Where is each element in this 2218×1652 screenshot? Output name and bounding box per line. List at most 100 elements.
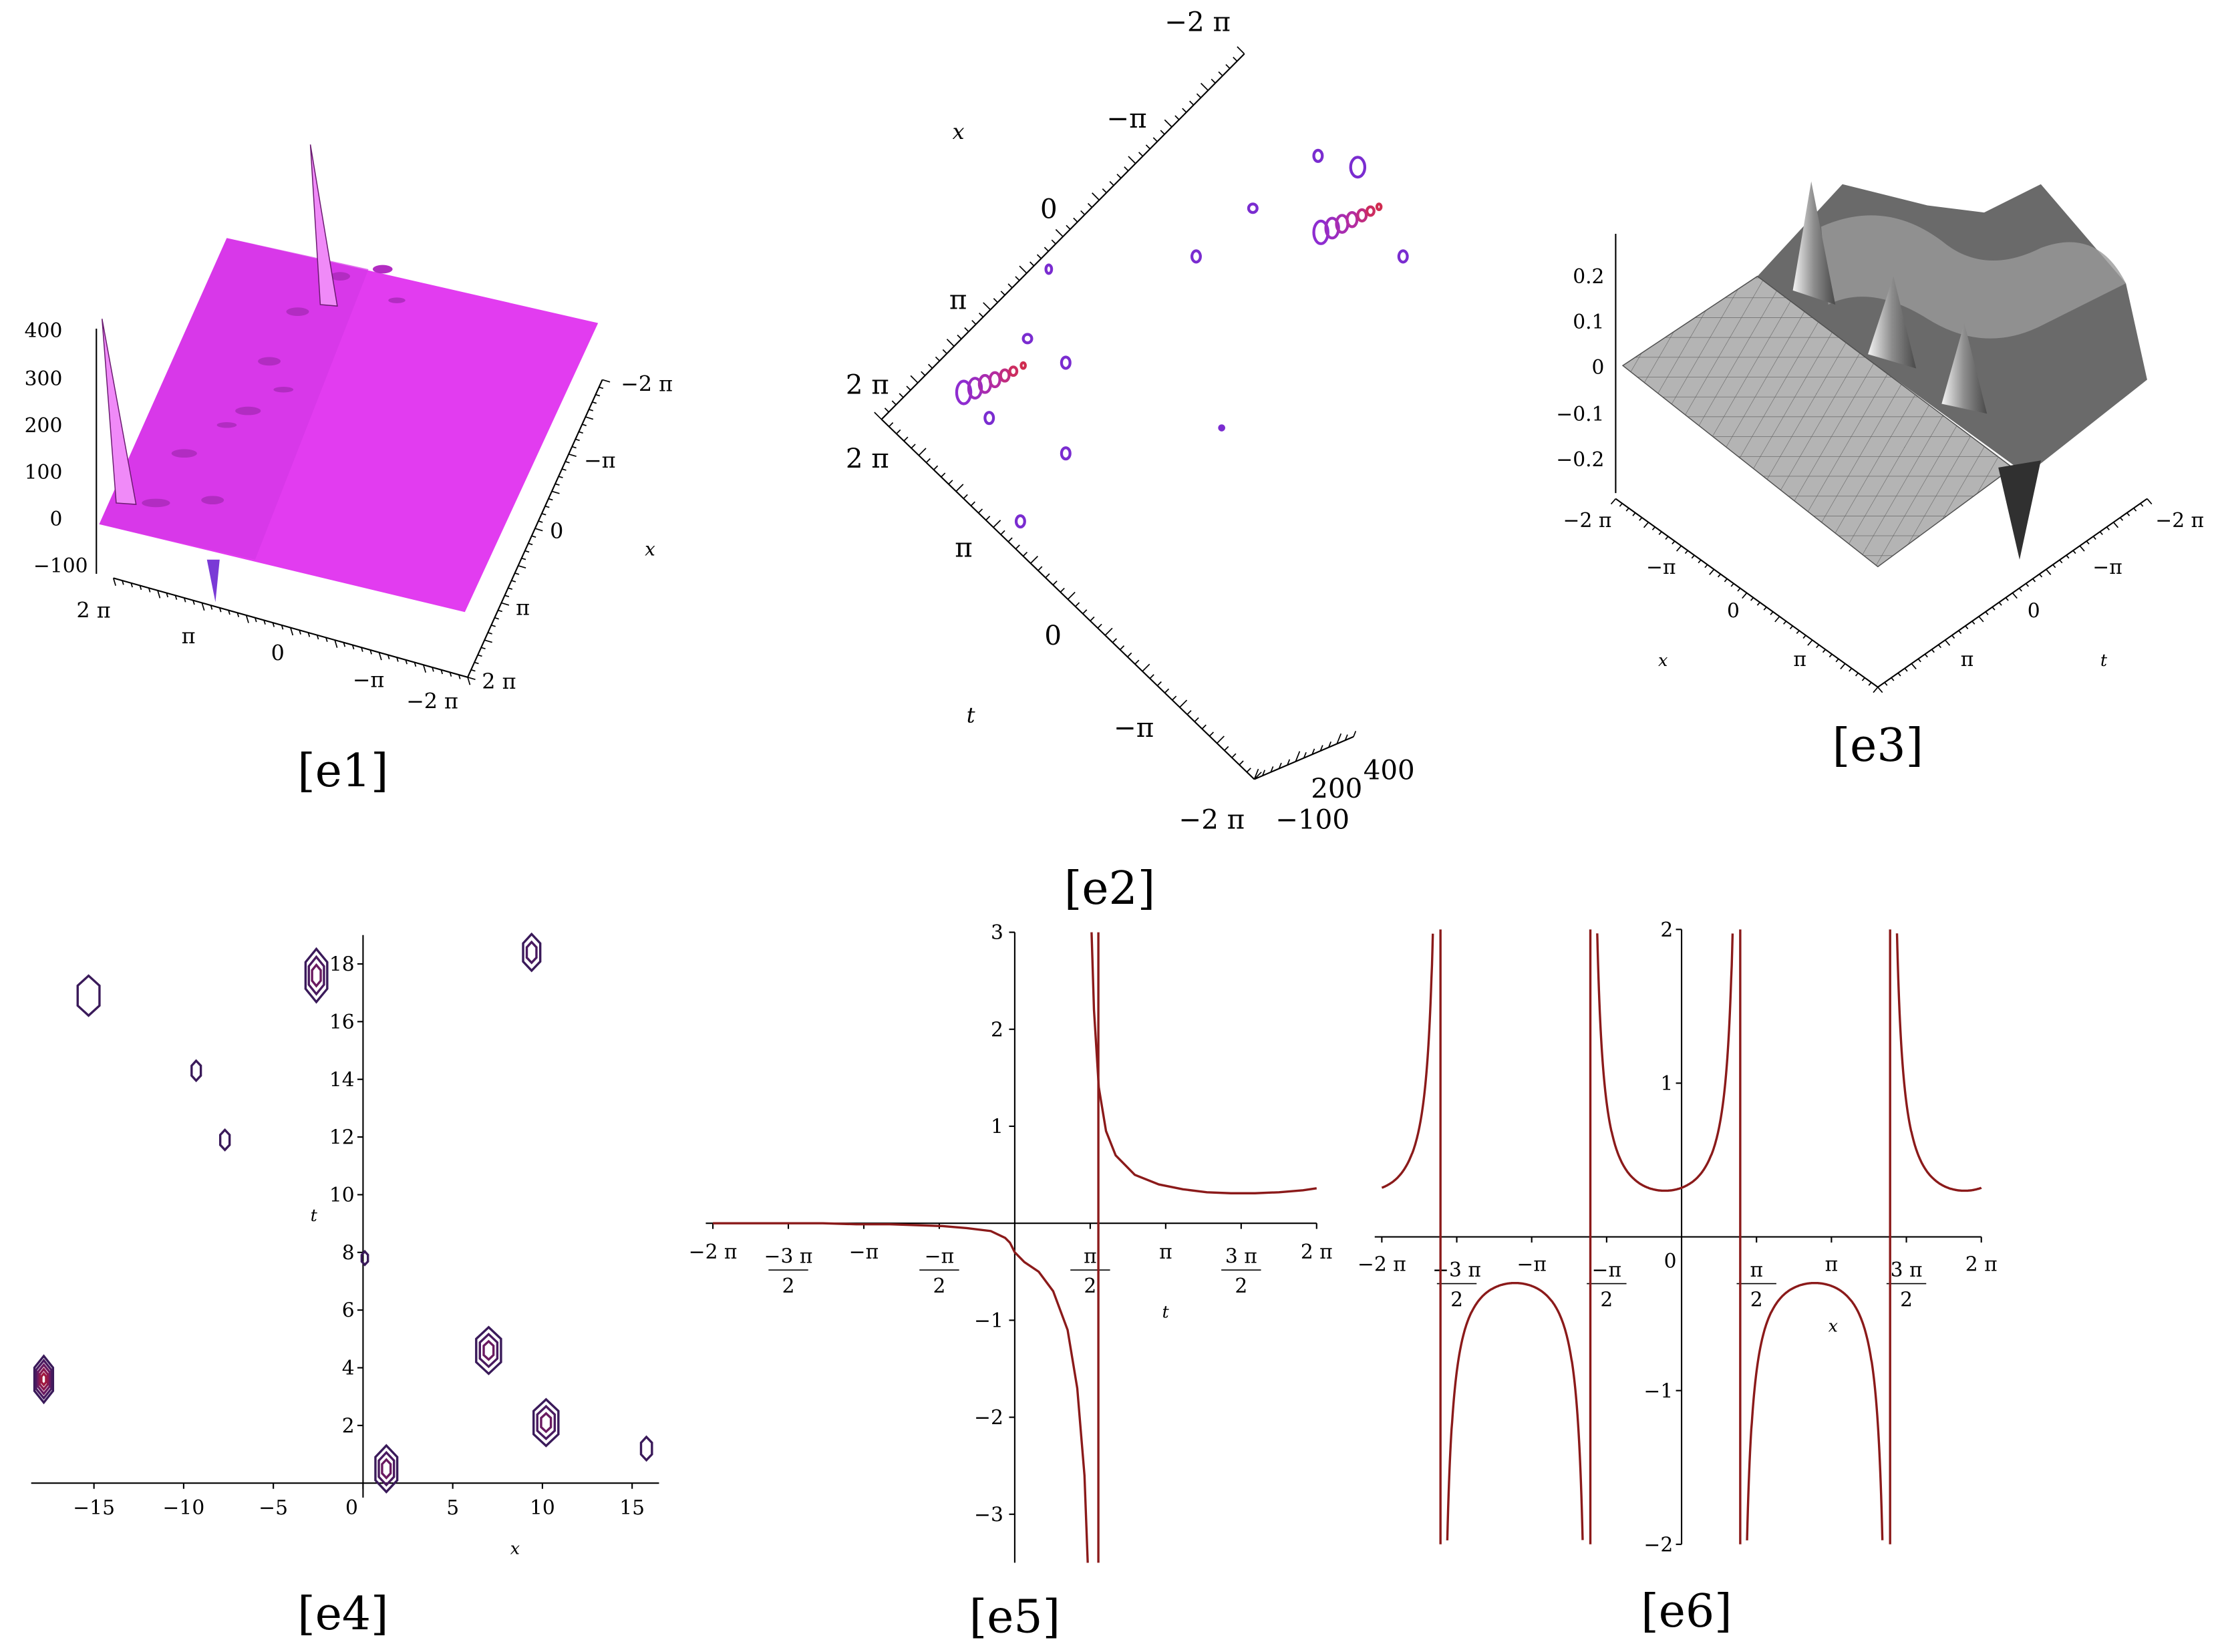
- e5-xtick-label: π: [1159, 1241, 1172, 1264]
- tick-mark: [548, 498, 553, 501]
- e1-ttick: 0: [271, 640, 285, 665]
- tick-mark: [210, 605, 213, 610]
- tick-mark: [977, 508, 983, 514]
- tick-mark: [2032, 578, 2036, 583]
- e3-xtick: −π: [1646, 556, 1676, 579]
- e4-contour-level: [304, 947, 329, 1004]
- tick-mark: [568, 453, 577, 458]
- tick-mark: [369, 649, 372, 655]
- e6-xtick-num: −π: [1592, 1259, 1621, 1282]
- e3-ttick: π: [1961, 648, 1974, 671]
- e4-contour-level: [190, 1059, 202, 1083]
- tick-mark: [1246, 768, 1251, 773]
- tick-mark: [1104, 627, 1113, 636]
- tick-mark: [1145, 144, 1150, 150]
- tick-mark: [518, 564, 526, 569]
- tick-mark: [538, 520, 543, 523]
- tick-mark: [281, 625, 284, 630]
- e1-xtick: 2 π: [482, 669, 516, 694]
- e5-curve: [713, 932, 1317, 1563]
- tick-mark: [1822, 649, 1827, 653]
- tick-mark: [1075, 602, 1080, 607]
- tick-mark: [2106, 526, 2110, 530]
- e6-xtick-den: 2: [1600, 1288, 1613, 1311]
- e5-ytick-label: 2: [991, 1018, 1003, 1041]
- tick-mark: [122, 580, 124, 585]
- tick-mark: [963, 494, 968, 499]
- tick-mark: [1196, 93, 1202, 98]
- e2-ttick: π: [955, 532, 972, 564]
- e2-xtick: −π: [1106, 103, 1146, 134]
- tick-mark: [1060, 587, 1065, 593]
- tick-mark: [1052, 581, 1058, 586]
- tick-mark: [1000, 530, 1005, 535]
- tick-mark: [432, 667, 434, 672]
- e4-contour-level: [482, 1339, 495, 1361]
- tick-mark: [219, 607, 222, 613]
- tick-mark: [1676, 545, 1682, 552]
- tick-mark: [474, 661, 479, 665]
- tick-mark: [1278, 762, 1282, 769]
- tick-mark: [1066, 224, 1071, 230]
- tick-mark: [1044, 246, 1049, 252]
- tick-mark: [1134, 659, 1140, 665]
- tick-mark: [1643, 522, 1649, 528]
- tick-mark: [1082, 609, 1088, 615]
- e4-ytick-label: 4: [342, 1357, 355, 1380]
- e3-x-labels: −2 π −π 0 π: [1563, 509, 1806, 671]
- tick-mark: [192, 600, 195, 605]
- e2-bead-chain-lower: [955, 361, 1027, 405]
- tick-mark: [554, 483, 560, 486]
- tick-mark: [1128, 156, 1136, 164]
- tick-mark: [925, 458, 931, 464]
- tick-mark: [2092, 536, 2096, 540]
- tick-mark: [1080, 210, 1086, 215]
- e3-z-ticks: 0.2 0.1 0 −0.1 −0.2: [1556, 265, 1604, 472]
- tick-mark: [494, 617, 499, 620]
- e2-bead-chain-upper: [1312, 202, 1383, 245]
- e2-x-tickmarks: [874, 46, 1245, 420]
- e6-xtick-num: π: [1750, 1259, 1763, 1282]
- e3-xtick: −2 π: [1563, 509, 1612, 532]
- tick-mark: [1353, 731, 1357, 737]
- tick-mark: [1937, 644, 1942, 649]
- tick-mark: [1189, 100, 1195, 106]
- e3-caption: [e3]: [1833, 719, 1923, 772]
- e2-xtick: −2 π: [1164, 7, 1231, 38]
- e2-z-labels: −100 200 400: [1275, 755, 1414, 836]
- tick-mark: [112, 578, 116, 587]
- tick-mark: [575, 438, 580, 442]
- e1-ztick: −100: [33, 554, 88, 578]
- tick-mark: [316, 635, 319, 640]
- tick-mark: [480, 647, 486, 649]
- tick-mark: [1007, 537, 1013, 542]
- tick-mark: [589, 409, 594, 411]
- tick-mark: [1730, 583, 1734, 587]
- e1-t-labels: 2 π π 0 −π −2 π: [76, 598, 458, 714]
- e1-ztick: 200: [25, 414, 63, 438]
- e4-xtick-label: −10: [163, 1496, 205, 1520]
- tick-mark: [1849, 667, 1853, 672]
- tick-mark: [884, 407, 889, 413]
- e1-xtick: π: [516, 595, 530, 620]
- tick-mark: [1087, 202, 1093, 208]
- e4-contour-level: [525, 940, 538, 965]
- e2-ttick: 0: [1044, 620, 1062, 651]
- e6-xtick-label: −π: [1517, 1253, 1547, 1276]
- tick-mark: [2059, 559, 2063, 564]
- e4-contour-level: [536, 1404, 557, 1441]
- e5-xtick-den: 2: [782, 1275, 795, 1298]
- tick-mark: [592, 401, 597, 404]
- e6-ytick-label: 1: [1660, 1072, 1673, 1096]
- tick-mark: [1931, 649, 1935, 653]
- e6-curve: [1381, 933, 1982, 1540]
- tick-mark: [1891, 677, 1895, 681]
- tick-mark: [1015, 544, 1020, 550]
- tick-mark: [477, 654, 482, 657]
- e1-t-tickmarks: [112, 578, 471, 685]
- tick-mark: [1665, 536, 1669, 540]
- e4-x-label: x: [510, 1539, 520, 1559]
- tick-mark: [245, 615, 249, 623]
- tick-mark: [1619, 503, 1623, 507]
